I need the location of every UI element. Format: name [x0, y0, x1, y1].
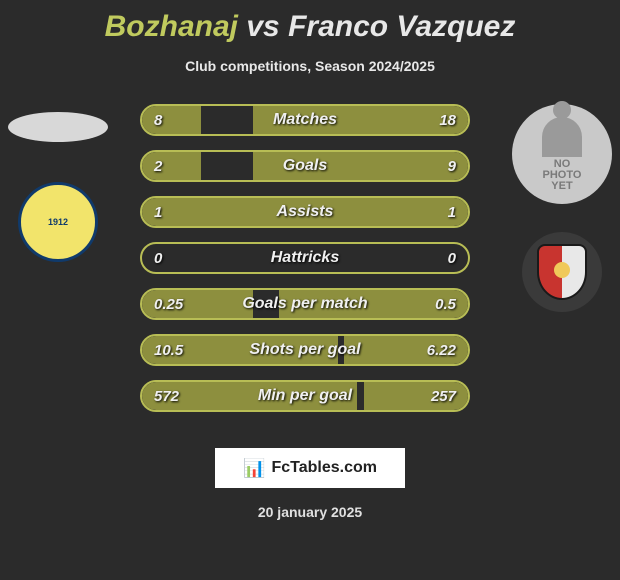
date-text: 20 january 2025: [0, 504, 620, 520]
site-name: FcTables.com: [271, 459, 377, 477]
content-area: 1912 NO PHOTO YET 818Matches 29Goals 11Ass…: [0, 104, 620, 434]
stat-label: Hattricks: [142, 244, 468, 272]
stat-row: 0.250.5Goals per match: [140, 288, 470, 320]
stat-bars-container: 818Matches 29Goals 11Assists 00Hattricks 0.2…: [140, 104, 470, 426]
stat-label: Assists: [142, 198, 468, 226]
silhouette-icon: [542, 117, 582, 157]
player2-club-badge: [522, 232, 602, 312]
stat-row: 818Matches: [140, 104, 470, 136]
club2-shield-icon: [537, 244, 587, 300]
no-photo-line2: PHOTO: [543, 170, 582, 181]
stat-row: 00Hattricks: [140, 242, 470, 274]
stat-label: Matches: [142, 106, 468, 134]
player2-photo-placeholder: NO PHOTO YET: [512, 104, 612, 204]
stat-row: 572257Min per goal: [140, 380, 470, 412]
stat-label: Goals per match: [142, 290, 468, 318]
stat-row: 10.56.22Shots per goal: [140, 334, 470, 366]
player2-name: Franco Vazquez: [288, 10, 515, 43]
stat-row: 29Goals: [140, 150, 470, 182]
no-photo-line1: NO: [554, 159, 571, 170]
player1-photo-placeholder: [8, 112, 108, 142]
subtitle: Club competitions, Season 2024/2025: [0, 58, 620, 74]
player1-club-badge: 1912: [18, 182, 98, 262]
club1-year: 1912: [48, 217, 68, 227]
title-vs: vs: [246, 10, 279, 43]
stat-label: Goals: [142, 152, 468, 180]
stat-label: Shots per goal: [142, 336, 468, 364]
player1-name: Bozhanaj: [105, 10, 238, 43]
site-attribution: 📊 FcTables.com: [215, 448, 405, 488]
stat-label: Min per goal: [142, 382, 468, 410]
no-photo-line3: YET: [551, 181, 572, 192]
chart-icon: 📊: [243, 458, 265, 479]
left-player-column: 1912: [8, 104, 108, 434]
comparison-title: Bozhanaj vs Franco Vazquez: [0, 0, 620, 44]
stat-row: 11Assists: [140, 196, 470, 228]
right-player-column: NO PHOTO YET: [512, 104, 612, 434]
